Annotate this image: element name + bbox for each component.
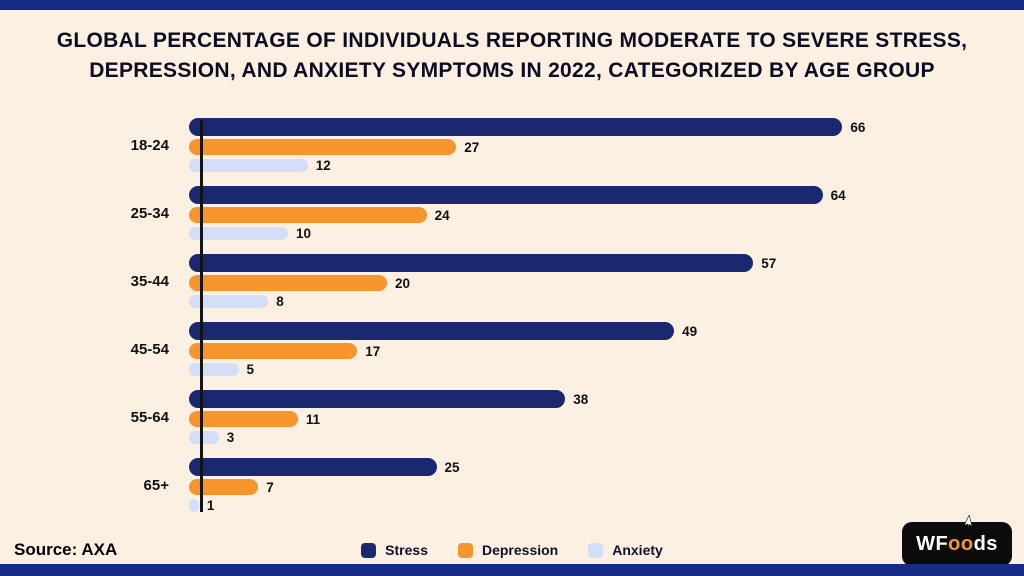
logo-text-oo: oo [948, 532, 974, 555]
bar-line: 64 [189, 186, 846, 204]
age-group-label: 18-24 [130, 137, 169, 154]
chart-rows: 18-24 66 27 12 25-34 64 24 10 35-44 57 20 8 45-54 49 1… [0, 118, 1024, 513]
bar-line: 8 [189, 294, 776, 309]
anxiety-bar [189, 295, 269, 308]
legend-swatch-depression [457, 542, 473, 558]
bar-value-label: 5 [246, 362, 255, 377]
bar-value-label: 8 [276, 294, 284, 309]
bar-value-label: 64 [830, 187, 846, 203]
bar-value-label: 38 [573, 391, 589, 407]
stress-bar [189, 458, 437, 476]
legend-item-depression: Depression [457, 542, 559, 558]
source-label: Source: AXA [14, 540, 118, 559]
bar-value-label: 49 [682, 323, 698, 339]
anxiety-bar [189, 227, 288, 240]
top-accent-strip [0, 0, 1024, 10]
bar-group: 49 17 5 [186, 322, 697, 377]
age-group-label: 65+ [143, 477, 169, 494]
anxiety-bar [189, 499, 199, 512]
bar-value-label: 7 [266, 479, 274, 495]
depression-bar [189, 275, 387, 291]
bar-line: 25 [189, 458, 460, 476]
legend-item-anxiety: Anxiety [588, 542, 663, 558]
brand-logo: WF oo ds [902, 515, 1012, 566]
bar-value-label: 25 [444, 459, 460, 475]
bar-line: 12 [189, 158, 865, 173]
stress-bar [189, 118, 843, 136]
y-axis-line [200, 120, 203, 512]
logo-text-prefix: WF [916, 532, 949, 555]
legend-label: Stress [385, 542, 428, 558]
chart-row: 35-44 57 20 8 [0, 254, 1024, 309]
chart-title: GLOBAL PERCENTAGE OF INDIVIDUALS REPORTI… [0, 26, 1024, 87]
age-group-label: 45-54 [130, 341, 169, 358]
bar-line: 66 [189, 118, 865, 136]
depression-bar [189, 411, 298, 427]
bar-value-label: 24 [434, 207, 450, 223]
bar-value-label: 27 [464, 139, 480, 155]
bar-line: 27 [189, 139, 865, 155]
bar-line: 20 [189, 275, 776, 291]
chart-title-line2: DEPRESSION, AND ANXIETY SYMPTOMS IN 2022… [89, 59, 935, 83]
cursor-icon [963, 515, 973, 529]
bar-value-label: 3 [226, 430, 235, 445]
bar-line: 17 [189, 343, 697, 359]
bar-group: 38 11 3 [186, 390, 588, 445]
bar-value-label: 57 [761, 255, 777, 271]
bar-line: 5 [189, 362, 697, 377]
bar-group: 25 7 1 [186, 458, 460, 513]
bar-value-label: 12 [315, 158, 331, 173]
chart-row: 18-24 66 27 12 [0, 118, 1024, 173]
chart-title-line1: GLOBAL PERCENTAGE OF INDIVIDUALS REPORTI… [56, 29, 968, 52]
stress-bar [189, 322, 675, 340]
depression-bar [189, 343, 358, 359]
chart-row: 65+ 25 7 1 [0, 458, 1024, 513]
age-group-label: 55-64 [130, 409, 169, 426]
bar-line: 1 [189, 498, 460, 513]
bar-line: 57 [189, 254, 776, 272]
age-group-label: 35-44 [130, 273, 169, 290]
bar-group: 66 27 12 [186, 118, 865, 173]
anxiety-bar [189, 431, 219, 444]
bar-line: 10 [189, 226, 846, 241]
stress-bar [189, 254, 754, 272]
bar-line: 11 [189, 411, 588, 427]
stress-bar [189, 390, 566, 408]
bar-value-label: 66 [850, 119, 866, 135]
bar-value-label: 11 [305, 411, 321, 427]
anxiety-bar [189, 363, 239, 376]
bar-line: 3 [189, 430, 588, 445]
chart-row: 25-34 64 24 10 [0, 186, 1024, 241]
bar-line: 7 [189, 479, 460, 495]
depression-bar [189, 207, 427, 223]
bar-line: 24 [189, 207, 846, 223]
depression-bar [189, 139, 457, 155]
bar-value-label: 10 [296, 226, 312, 241]
bar-group: 64 24 10 [186, 186, 846, 241]
legend-swatch-anxiety [588, 542, 604, 558]
depression-bar [189, 479, 259, 495]
bar-chart: 18-24 66 27 12 25-34 64 24 10 35-44 57 20 8 45-54 49 1… [0, 118, 1024, 516]
bar-group: 57 20 8 [186, 254, 776, 309]
bar-line: 38 [189, 390, 588, 408]
stress-bar [189, 186, 823, 204]
bar-value-label: 20 [395, 275, 411, 291]
legend-label: Anxiety [612, 542, 663, 558]
chart-row: 45-54 49 17 5 [0, 322, 1024, 377]
age-group-label: 25-34 [130, 205, 169, 222]
bar-line: 49 [189, 322, 697, 340]
legend-label: Depression [481, 542, 559, 558]
legend-swatch-stress [361, 542, 377, 558]
bar-value-label: 17 [365, 343, 381, 359]
anxiety-bar [189, 159, 308, 172]
chart-row: 55-64 38 11 3 [0, 390, 1024, 445]
bottom-accent-strip [0, 564, 1024, 576]
logo-text-suffix: ds [973, 532, 998, 555]
bar-value-label: 1 [206, 498, 215, 513]
legend-item-stress: Stress [361, 542, 428, 558]
legend: Stress Depression Anxiety [0, 542, 1024, 558]
